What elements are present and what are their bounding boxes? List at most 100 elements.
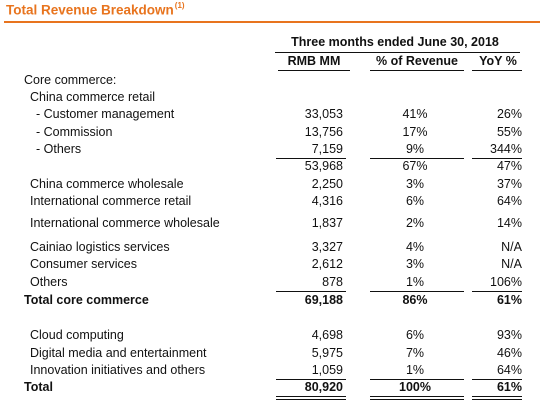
yoy-value: 64% (496, 363, 522, 377)
table-row: Total 80,920 100% 61% (0, 379, 550, 397)
rmb-mm-value: 3,327 (311, 240, 343, 254)
row-label: Core commerce: (24, 73, 117, 87)
yoy-value: N/A (501, 257, 522, 271)
row-label: Cloud computing (30, 328, 124, 342)
title-rule (4, 21, 540, 23)
percent-of-revenue-value: 4% (405, 240, 425, 254)
percent-of-revenue-value: 1% (405, 275, 425, 289)
column-header-rmb-mm: RMB MM (287, 54, 341, 68)
row-label: Total core commerce (24, 293, 149, 307)
column-header-rule-percent-of-revenue (370, 70, 464, 71)
subtotal-rule (472, 158, 522, 159)
subtotal-rule (370, 379, 464, 380)
rmb-mm-value: 1,837 (311, 216, 343, 230)
table-row: Innovation initiatives and others 1,059 1%… (0, 362, 550, 380)
table-row: Core commerce: (0, 72, 550, 90)
yoy-value: 14% (496, 216, 522, 230)
table-row: International commerce retail 4,316 6% 64% (0, 193, 550, 211)
column-header-yoy: YoY % (479, 54, 517, 68)
title-footnote: (1) (174, 1, 185, 10)
rmb-mm-value: 4,316 (311, 194, 343, 208)
row-label: - Others (36, 142, 82, 156)
table-row: 53,968 67% 47% (0, 158, 550, 176)
table-row: China commerce retail (0, 89, 550, 107)
table-row: International commerce wholesale 1,837 2% 1… (0, 215, 550, 233)
rmb-mm-value: 53,968 (304, 159, 343, 173)
percent-of-revenue-value: 3% (405, 177, 425, 191)
row-label: China commerce wholesale (30, 177, 184, 191)
rmb-mm-value: 80,920 (304, 380, 343, 394)
row-label: Total (24, 380, 53, 394)
yoy-value: 61% (496, 380, 522, 394)
percent-of-revenue-value: 6% (405, 328, 425, 342)
period-heading: Three months ended June 30, 2018 (291, 35, 499, 49)
row-label: International commerce wholesale (30, 216, 220, 230)
table-row: Others 878 1% 106% (0, 274, 550, 292)
column-header-rule-yoy (472, 70, 522, 71)
rmb-mm-value: 4,698 (311, 328, 343, 342)
subtotal-rule (276, 379, 346, 380)
percent-of-revenue-value: 1% (405, 363, 425, 377)
yoy-value: 93% (496, 328, 522, 342)
table-row: Total core commerce 69,188 86% 61% (0, 292, 550, 310)
percent-of-revenue-value: 9% (405, 142, 425, 156)
yoy-value: N/A (501, 240, 522, 254)
total-double-rule (276, 396, 346, 400)
table-row: Consumer services 2,612 3% N/A (0, 256, 550, 274)
column-header-rule-rmb-mm (278, 70, 350, 71)
percent-of-revenue-value: 7% (405, 346, 425, 360)
rmb-mm-value: 2,612 (311, 257, 343, 271)
yoy-value: 55% (496, 125, 522, 139)
yoy-value: 47% (496, 159, 522, 173)
yoy-value: 61% (496, 293, 522, 307)
yoy-value: 106% (490, 275, 522, 289)
subtotal-rule (472, 379, 522, 380)
row-label: Digital media and entertainment (30, 346, 207, 360)
table-row: Cainiao logistics services 3,327 4% N/A (0, 239, 550, 257)
table-row: - Commission 13,756 17% 55% (0, 124, 550, 142)
yoy-value: 46% (496, 346, 522, 360)
rmb-mm-value: 7,159 (311, 142, 343, 156)
percent-of-revenue-value: 86% (402, 293, 428, 307)
row-label: Others (30, 275, 68, 289)
rmb-mm-value: 13,756 (304, 125, 343, 139)
percent-of-revenue-value: 17% (402, 125, 428, 139)
yoy-value: 344% (490, 142, 522, 156)
yoy-value: 26% (496, 107, 522, 121)
page-title: Total Revenue Breakdown(1) (6, 1, 185, 18)
table-row: Cloud computing 4,698 6% 93% (0, 327, 550, 345)
rmb-mm-value: 5,975 (311, 346, 343, 360)
rmb-mm-value: 1,059 (311, 363, 343, 377)
yoy-value: 64% (496, 194, 522, 208)
rmb-mm-value: 33,053 (304, 107, 343, 121)
percent-of-revenue-value: 100% (399, 380, 431, 394)
period-rule (275, 52, 520, 53)
row-label: - Customer management (36, 107, 175, 121)
rmb-mm-value: 878 (322, 275, 343, 289)
table-row: - Customer management 33,053 41% 26% (0, 106, 550, 124)
percent-of-revenue-value: 3% (405, 257, 425, 271)
table-row: - Others 7,159 9% 344% (0, 141, 550, 159)
rmb-mm-value: 2,250 (311, 177, 343, 191)
percent-of-revenue-value: 67% (402, 159, 428, 173)
percent-of-revenue-value: 6% (405, 194, 425, 208)
subtotal-rule (276, 158, 346, 159)
subtotal-rule (370, 291, 464, 292)
row-label: - Commission (36, 125, 113, 139)
row-label: Consumer services (30, 257, 137, 271)
total-double-rule (472, 396, 522, 400)
yoy-value: 37% (496, 177, 522, 191)
percent-of-revenue-value: 2% (405, 216, 425, 230)
total-double-rule (370, 396, 464, 400)
subtotal-rule (276, 291, 346, 292)
title-text: Total Revenue Breakdown (6, 2, 174, 18)
column-header-percent-of-revenue: % of Revenue (376, 54, 458, 68)
table-row: China commerce wholesale 2,250 3% 37% (0, 176, 550, 194)
subtotal-rule (370, 158, 464, 159)
row-label: International commerce retail (30, 194, 192, 208)
rmb-mm-value: 69,188 (304, 293, 343, 307)
subtotal-rule (472, 291, 522, 292)
row-label: Innovation initiatives and others (30, 363, 206, 377)
percent-of-revenue-value: 41% (402, 107, 428, 121)
